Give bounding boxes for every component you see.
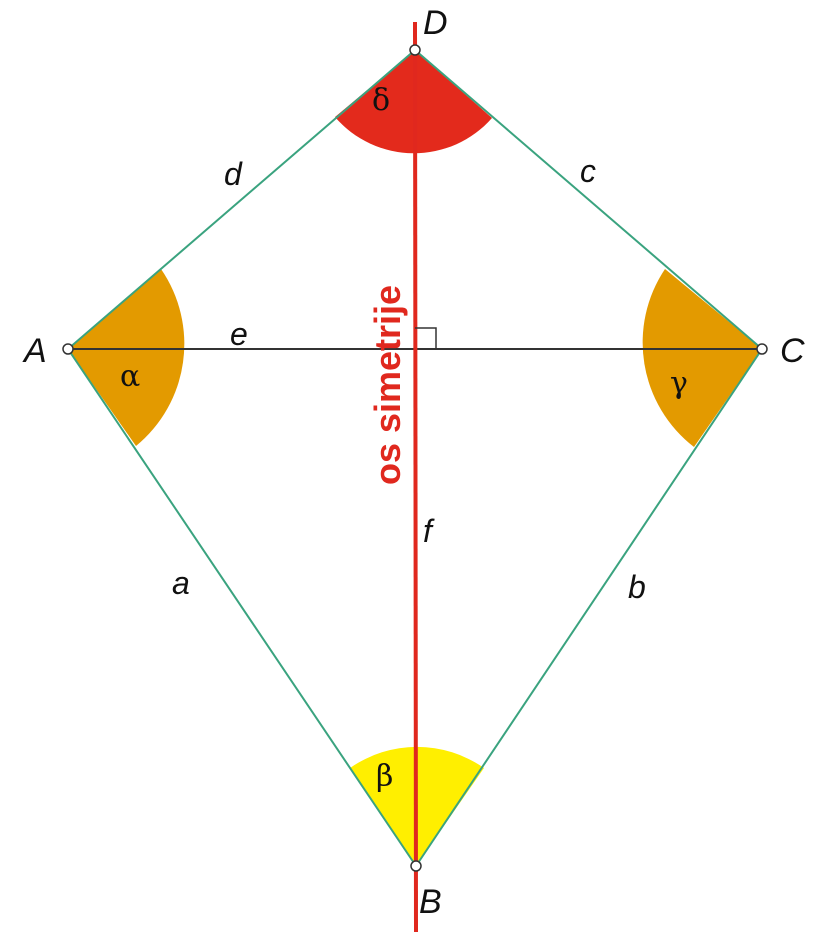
symmetry-axis-label: os simetrije bbox=[367, 285, 408, 485]
side-a bbox=[67, 348, 417, 867]
side-c bbox=[414, 49, 763, 350]
angle-label-alpha: α bbox=[120, 359, 140, 394]
vertex-label-A: A bbox=[22, 332, 47, 370]
side-label-b: b bbox=[628, 569, 646, 605]
angle-label-delta: δ bbox=[372, 83, 390, 118]
side-label-d: d bbox=[224, 156, 243, 192]
vertex-B-point bbox=[410, 860, 422, 872]
vertex-A-point bbox=[62, 343, 74, 355]
side-label-c: c bbox=[580, 153, 596, 189]
vertex-label-B: B bbox=[419, 883, 442, 921]
angle-gamma-sector bbox=[642, 269, 762, 447]
vertex-C-point bbox=[756, 343, 768, 355]
vertex-D-point bbox=[409, 44, 421, 56]
angle-label-beta: β bbox=[376, 759, 393, 794]
diagonal-label-f: f bbox=[423, 513, 435, 549]
right-angle-marker bbox=[415, 327, 437, 349]
side-d bbox=[67, 49, 416, 350]
side-label-a: a bbox=[172, 565, 190, 601]
vertex-label-D: D bbox=[423, 4, 448, 42]
side-b bbox=[415, 348, 763, 867]
angle-label-gamma: γ bbox=[670, 366, 688, 401]
angle-alpha-sector bbox=[68, 269, 185, 446]
diagonal-label-e: e bbox=[230, 316, 248, 352]
vertex-label-C: C bbox=[780, 332, 805, 370]
symmetry-axis bbox=[413, 21, 418, 933]
